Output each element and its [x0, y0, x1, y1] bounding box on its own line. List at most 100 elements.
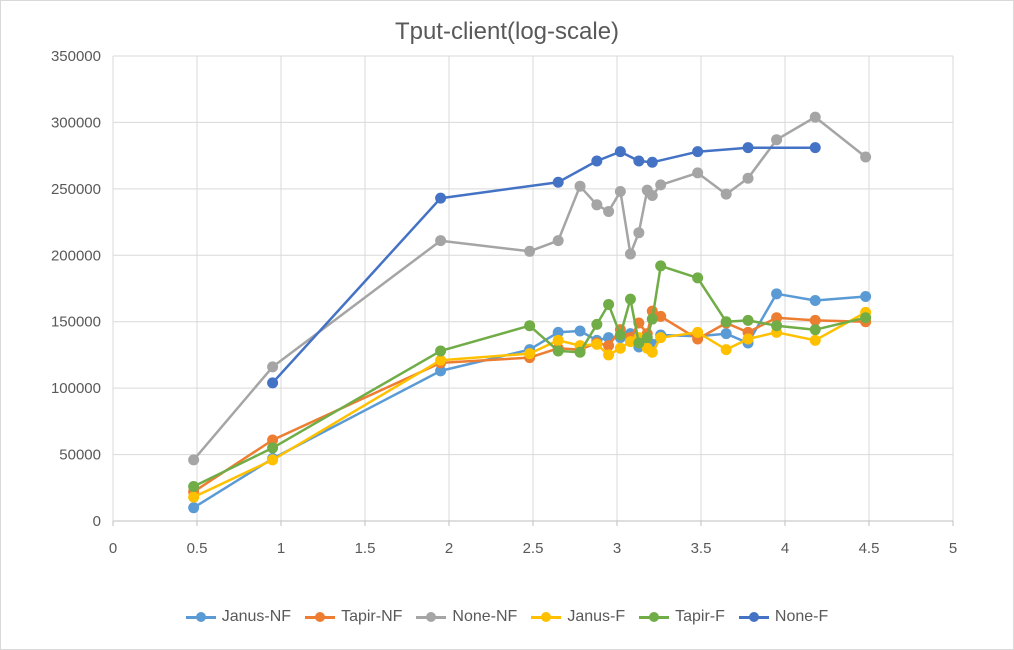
data-point-janus-f — [692, 326, 704, 338]
legend-swatch — [639, 612, 670, 622]
data-point-tapir-nf — [809, 314, 821, 326]
data-point-janus-f — [188, 491, 200, 503]
data-point-none-nf — [591, 199, 603, 211]
data-point-tapir-f — [742, 314, 754, 326]
data-point-none-nf — [603, 205, 615, 217]
data-point-none-nf — [633, 227, 645, 239]
legend-swatch — [305, 612, 336, 622]
data-point-tapir-f — [720, 316, 732, 328]
series-line-tapir-f — [193, 264, 866, 488]
data-point-none-nf — [614, 186, 626, 198]
data-point-tapir-nf — [655, 310, 667, 322]
y-tick-label: 300000 — [51, 114, 101, 131]
data-point-janus-nf — [860, 290, 872, 302]
data-point-janus-f — [614, 342, 626, 354]
x-tick-label: 1.5 — [355, 540, 376, 557]
data-point-janus-f — [720, 344, 732, 356]
data-point-none-f — [267, 377, 279, 389]
x-tick-label: 0 — [109, 540, 117, 557]
x-tick-label: 0.5 — [187, 540, 208, 557]
data-point-tapir-nf — [267, 434, 279, 446]
data-point-none-f — [809, 142, 821, 154]
series-group — [188, 111, 872, 514]
y-tick-label: 200000 — [51, 247, 101, 264]
data-point-none-nf — [809, 111, 821, 123]
data-point-janus-f — [646, 346, 658, 358]
data-point-none-nf — [646, 190, 658, 201]
x-tick-label: 3 — [613, 540, 621, 557]
legend-label: None-NF — [452, 608, 518, 625]
data-point-tapir-nf — [603, 340, 615, 352]
legend-label: Janus-NF — [221, 608, 292, 625]
legend-item-none-f: None-F — [738, 608, 829, 626]
data-point-tapir-f — [603, 298, 615, 310]
data-point-none-nf — [720, 188, 732, 200]
data-point-tapir-f — [574, 346, 586, 358]
data-point-janus-f — [552, 334, 564, 346]
data-point-janus-nf — [552, 326, 564, 338]
x-tick-label: 3.5 — [691, 540, 712, 557]
series-line-janus-f — [193, 311, 867, 499]
data-point-tapir-f — [646, 313, 658, 325]
data-point-tapir-f — [591, 318, 603, 330]
data-point-janus-f — [742, 333, 754, 345]
y-tick-label: 100000 — [51, 380, 101, 397]
data-point-tapir-f — [860, 312, 872, 324]
legend-item-janus-nf: Janus-NF — [185, 608, 292, 626]
data-point-janus-f — [603, 349, 615, 361]
x-tick-label: 1 — [277, 540, 285, 557]
data-point-janus-f — [809, 334, 821, 346]
legend-label: Tapir-F — [675, 608, 725, 625]
legend-swatch — [416, 612, 447, 622]
x-tick-label: 4 — [781, 540, 789, 557]
legend-label: Janus-F — [567, 608, 626, 625]
data-point-janus-nf — [435, 365, 447, 377]
data-point-tapir-f — [624, 293, 636, 305]
data-point-janus-nf — [574, 325, 586, 337]
x-tick-label: 2.5 — [523, 540, 544, 557]
data-point-janus-f — [624, 336, 636, 348]
legend-swatch — [738, 612, 769, 622]
legend-label: None-F — [774, 608, 829, 625]
data-point-janus-nf — [771, 288, 783, 300]
legend-swatch — [185, 612, 216, 622]
data-point-janus-nf — [188, 502, 200, 514]
legend-swatch — [531, 612, 562, 622]
data-point-none-f — [742, 142, 754, 154]
data-point-none-f — [552, 176, 564, 188]
data-point-tapir-f — [267, 442, 279, 454]
y-tick-label: 0 — [93, 513, 101, 530]
data-point-none-f — [614, 146, 626, 158]
legend-item-none-nf: None-NF — [416, 608, 517, 626]
data-point-tapir-f — [692, 272, 704, 284]
data-point-tapir-f — [435, 345, 447, 357]
series-line-tapir-nf — [192, 309, 866, 493]
data-point-none-nf — [771, 134, 783, 146]
data-point-none-nf — [742, 172, 754, 184]
data-point-none-nf — [524, 245, 536, 257]
data-point-none-f — [692, 146, 704, 158]
series-tapir-f — [188, 260, 872, 492]
series-janus-f — [188, 306, 872, 503]
data-point-tapir-f — [614, 329, 626, 341]
data-point-tapir-f — [641, 332, 653, 344]
legend-item-tapir-f: Tapir-F — [639, 608, 725, 626]
x-tick-label: 4.5 — [859, 540, 880, 557]
data-point-janus-nf — [809, 294, 821, 306]
data-point-none-nf — [860, 151, 872, 163]
data-point-none-f — [633, 155, 645, 167]
data-point-none-f — [646, 156, 658, 168]
data-point-janus-f — [267, 454, 279, 466]
axes — [112, 56, 954, 526]
data-point-none-nf — [267, 361, 279, 373]
data-point-janus-f — [655, 332, 667, 344]
y-tick-label: 250000 — [51, 181, 101, 198]
data-point-janus-f — [591, 338, 603, 350]
data-point-none-nf — [655, 179, 667, 191]
data-point-tapir-f — [633, 337, 645, 349]
legend: Janus-NF Tapir-NF None-NF Janus-F Tapir-F Non… — [0, 608, 1014, 626]
legend-item-janus-f: Janus-F — [531, 608, 625, 626]
data-point-tapir-f — [524, 320, 536, 332]
data-point-tapir-nf — [771, 312, 783, 324]
